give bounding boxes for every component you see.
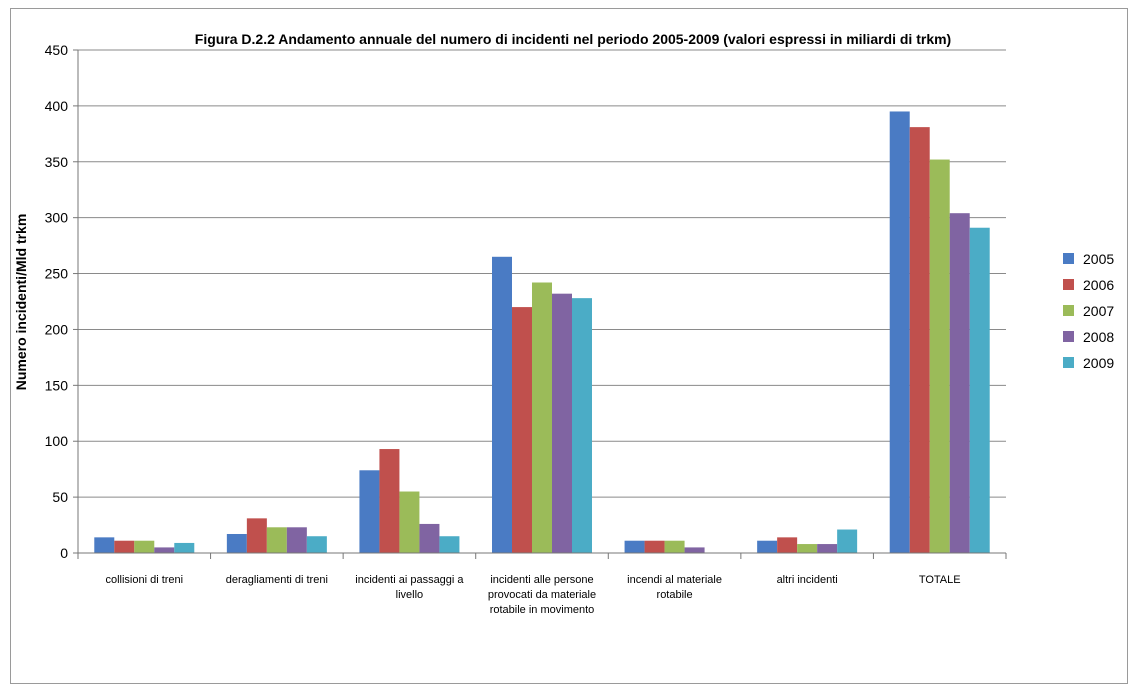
y-axis-label: Numero incidenti/Mld trkm bbox=[13, 214, 29, 391]
x-category-label: livello bbox=[396, 589, 424, 601]
bar-2006-5 bbox=[777, 537, 798, 553]
x-category-label: collisioni di treni bbox=[105, 574, 183, 586]
x-category-label: rotabile in movimento bbox=[490, 604, 595, 616]
legend-label-2006: 2006 bbox=[1083, 277, 1114, 293]
bar-2005-3 bbox=[492, 256, 512, 553]
bar-2006-6 bbox=[909, 127, 930, 554]
bar-2006-0 bbox=[114, 540, 135, 553]
legend-swatch-2005 bbox=[1063, 253, 1074, 264]
x-category-label: incidenti ai passaggi a bbox=[355, 574, 464, 586]
bar-2007-5 bbox=[797, 544, 818, 553]
legend-swatch-2007 bbox=[1063, 305, 1074, 316]
legend-swatch-2008 bbox=[1063, 331, 1074, 342]
x-category-label: TOTALE bbox=[919, 574, 961, 586]
legend-label-2008: 2008 bbox=[1083, 329, 1114, 345]
bar-2009-3 bbox=[572, 298, 592, 553]
x-category-label: incendi al materiale bbox=[627, 574, 722, 586]
bar-2007-4 bbox=[664, 540, 685, 553]
x-category-label: altri incidenti bbox=[777, 574, 838, 586]
x-category-label: incidenti alle persone bbox=[490, 574, 593, 586]
x-category-label: deragliamenti di treni bbox=[226, 574, 328, 586]
bar-2005-1 bbox=[226, 533, 247, 553]
y-tick-label: 0 bbox=[60, 545, 68, 561]
bar-2007-3 bbox=[532, 282, 552, 553]
legend-label-2007: 2007 bbox=[1083, 303, 1114, 319]
bar-2009-0 bbox=[174, 542, 195, 553]
y-tick-label: 400 bbox=[45, 98, 69, 114]
bar-2007-0 bbox=[134, 540, 155, 553]
bar-2007-6 bbox=[929, 159, 950, 553]
bar-2005-6 bbox=[889, 111, 910, 553]
chart-title: Figura D.2.2 Andamento annuale del numer… bbox=[195, 31, 951, 47]
y-tick-label: 300 bbox=[45, 210, 69, 226]
bar-2008-3 bbox=[552, 293, 572, 553]
bar-2005-2 bbox=[359, 470, 380, 553]
axes bbox=[77, 50, 1007, 559]
bar-2006-1 bbox=[246, 518, 267, 553]
bar-2008-4 bbox=[684, 547, 705, 553]
y-tick-label: 100 bbox=[45, 433, 69, 449]
bar-2007-1 bbox=[266, 527, 287, 553]
legend-label-2009: 2009 bbox=[1083, 355, 1114, 371]
bar-2008-2 bbox=[419, 523, 440, 553]
bar-2008-1 bbox=[286, 527, 307, 553]
x-category-label: rotabile bbox=[657, 589, 693, 601]
y-tick-label: 250 bbox=[45, 266, 69, 282]
bar-2007-2 bbox=[399, 491, 420, 553]
bar-2008-6 bbox=[949, 213, 970, 553]
grid-lines bbox=[78, 49, 1006, 498]
y-axis-ticks: 0 50 100 150 200 250 300 350 400 450 bbox=[45, 42, 78, 561]
legend: 2005 2006 2007 2008 2009 bbox=[1063, 251, 1114, 371]
bar-2009-2 bbox=[439, 536, 460, 553]
y-tick-label: 150 bbox=[45, 377, 69, 393]
y-tick-label: 200 bbox=[45, 321, 69, 337]
bar-2006-4 bbox=[644, 540, 665, 553]
bars bbox=[94, 111, 990, 554]
legend-swatch-2009 bbox=[1063, 357, 1074, 368]
x-category-label: provocati da materiale bbox=[488, 589, 596, 601]
bar-2009-6 bbox=[969, 227, 990, 553]
bar-2005-5 bbox=[757, 540, 778, 553]
bar-2009-5 bbox=[837, 529, 858, 553]
bar-2006-2 bbox=[379, 449, 400, 553]
bar-2006-3 bbox=[512, 307, 532, 553]
y-tick-label: 450 bbox=[45, 42, 69, 58]
y-tick-label: 50 bbox=[52, 489, 68, 505]
bar-2008-5 bbox=[817, 544, 838, 553]
x-axis-categories: collisioni di treni deragliamenti di tren… bbox=[105, 574, 960, 616]
legend-swatch-2006 bbox=[1063, 279, 1074, 290]
bar-2009-1 bbox=[306, 536, 327, 553]
bar-2005-4 bbox=[624, 540, 645, 553]
bar-2005-0 bbox=[94, 537, 115, 553]
bar-2008-0 bbox=[154, 547, 175, 553]
y-tick-label: 350 bbox=[45, 154, 69, 170]
legend-label-2005: 2005 bbox=[1083, 251, 1114, 267]
